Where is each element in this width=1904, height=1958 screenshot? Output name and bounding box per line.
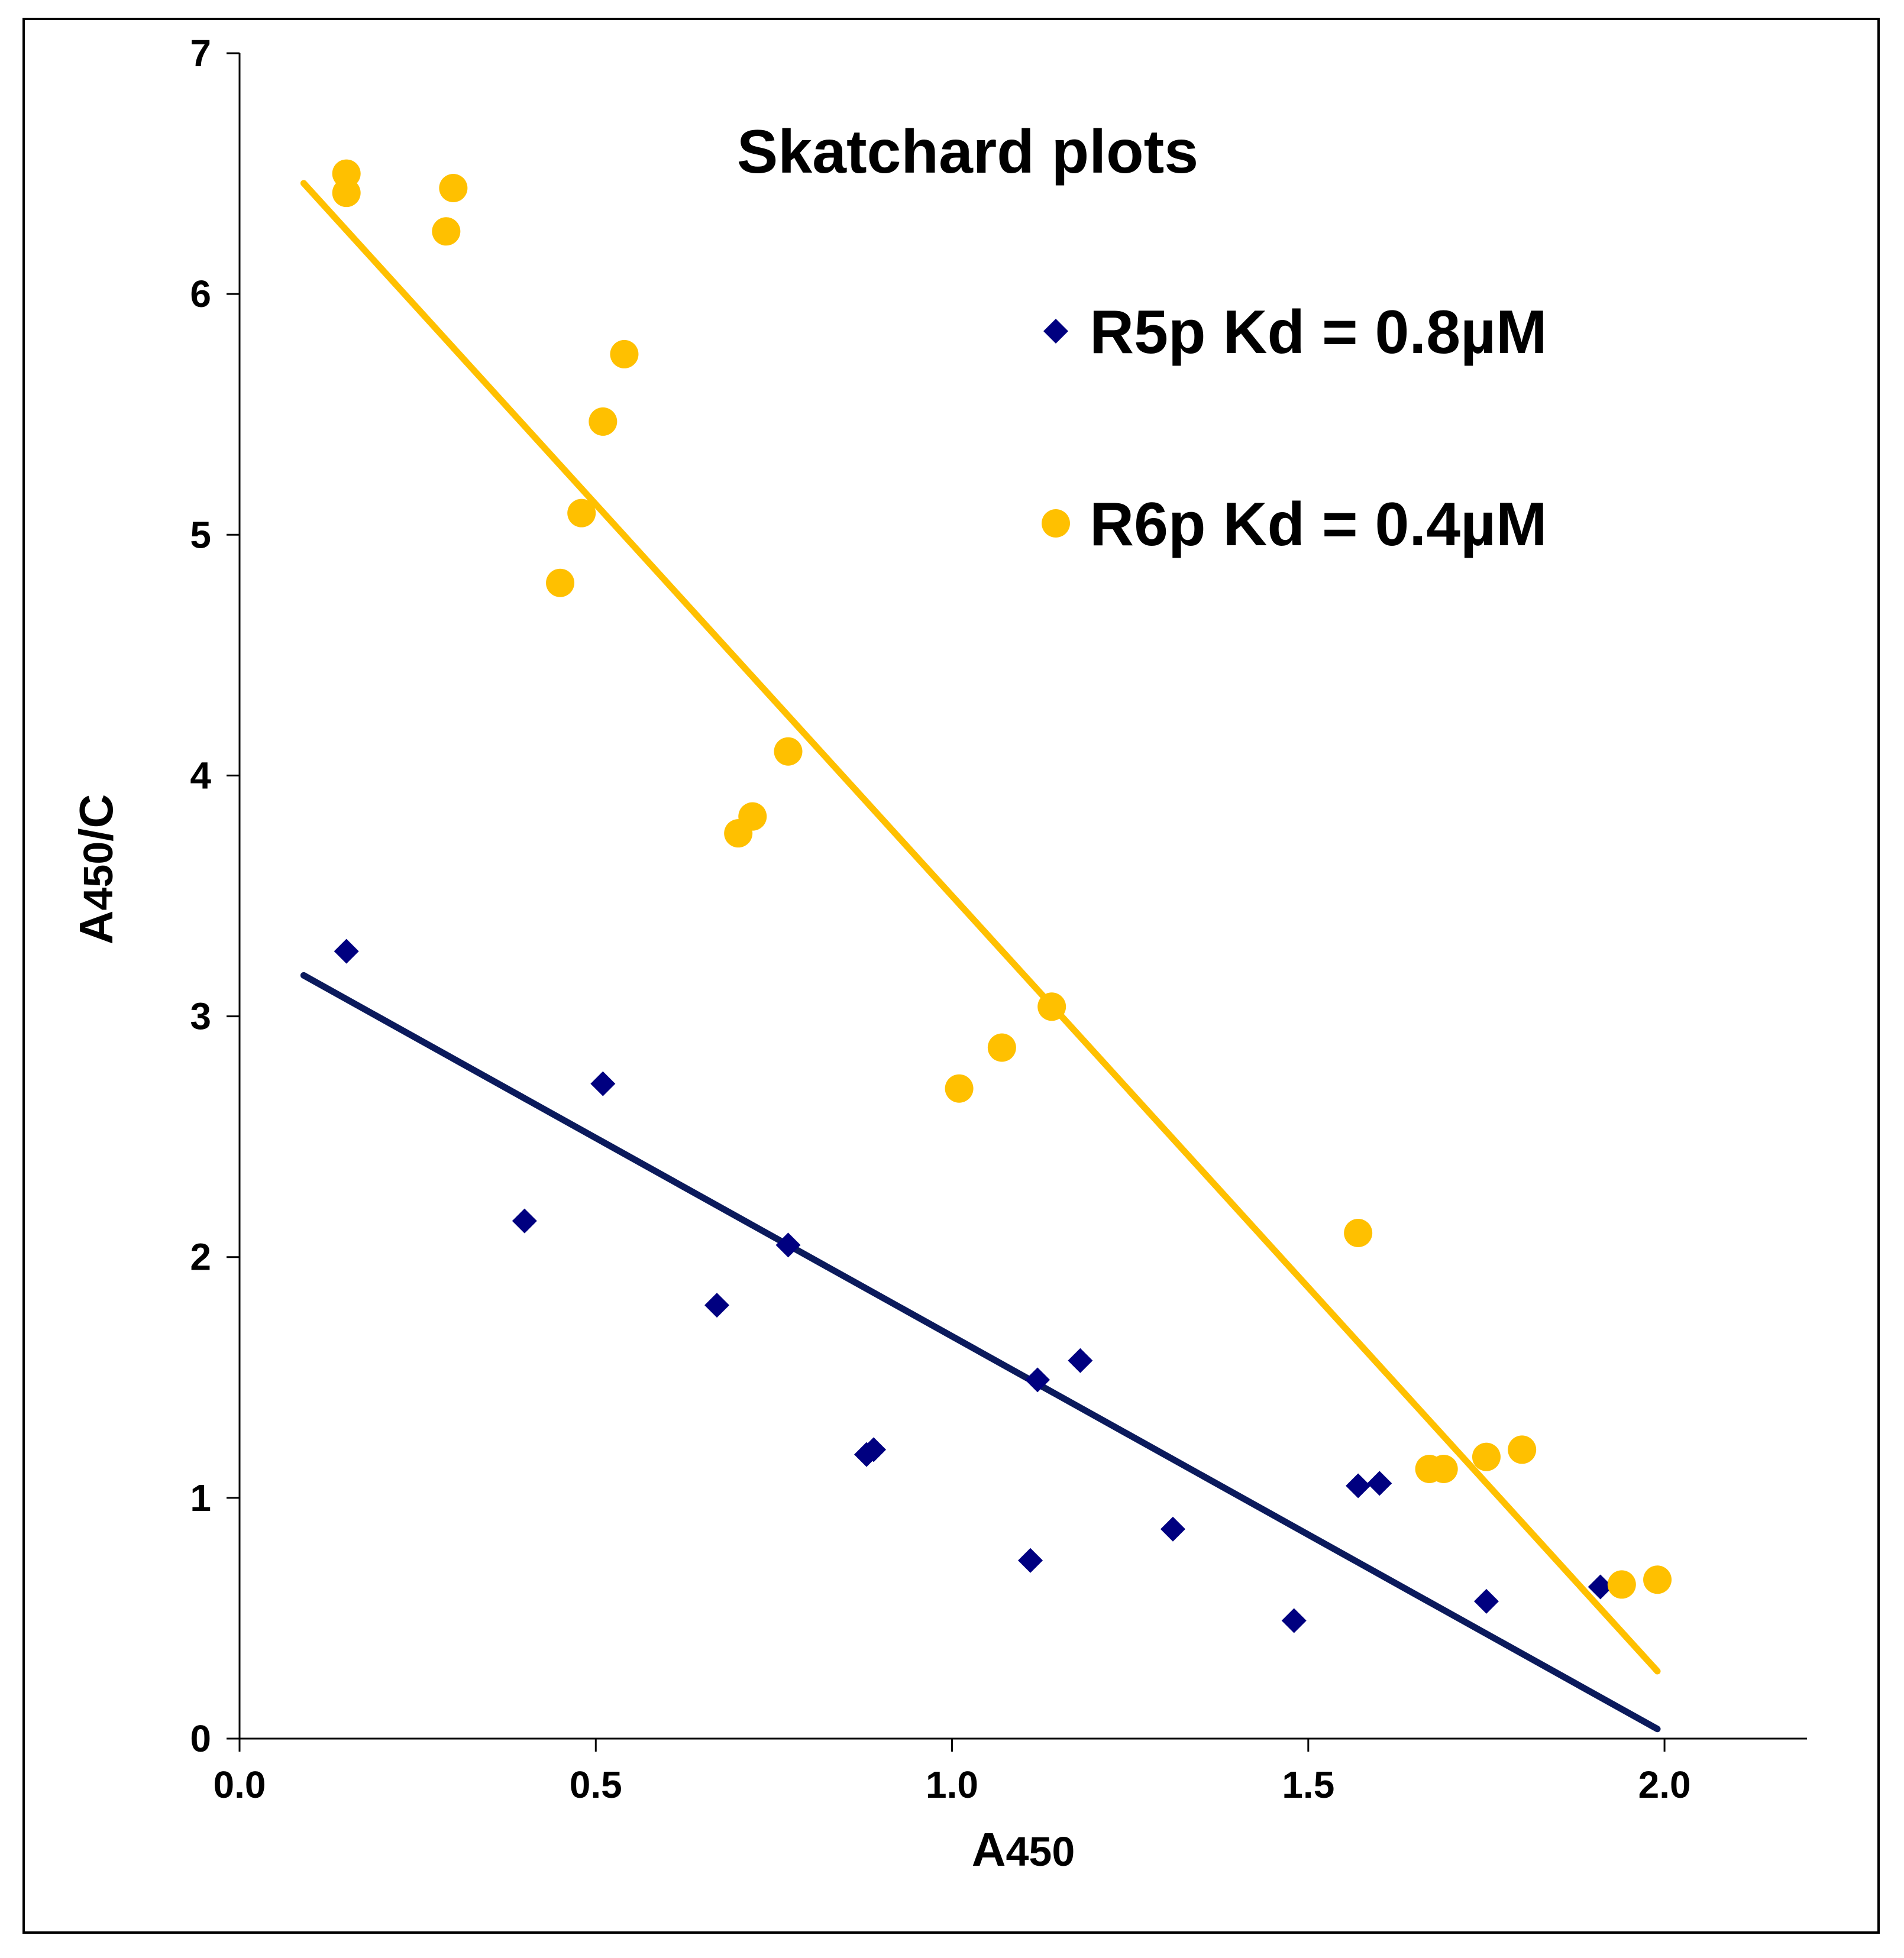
- y-tick-label: 1: [190, 1477, 211, 1519]
- trendline-r5p: [300, 972, 1661, 1733]
- legend: R5p Kd = 0.8µM R6p Kd = 0.4µM: [1042, 298, 1547, 559]
- point-r6p: [1344, 1219, 1373, 1247]
- legend-marker-r6p: [1042, 509, 1070, 538]
- chart-frame: [22, 18, 1880, 1934]
- point-r6p: [1607, 1570, 1636, 1599]
- axes: [238, 53, 1807, 1740]
- point-r5p: [1018, 1548, 1043, 1573]
- x-tick-label: 1.0: [926, 1763, 978, 1806]
- point-r6p: [439, 174, 468, 202]
- point-r6p: [738, 802, 767, 831]
- point-r6p: [589, 407, 618, 436]
- y-tick-label: 4: [190, 754, 211, 797]
- y-tick-label: 7: [190, 32, 211, 75]
- y-axis-title: A450/C: [70, 794, 122, 945]
- point-r6p: [945, 1074, 974, 1103]
- y-tick-label: 2: [190, 1236, 211, 1279]
- chart-title: Skatchard plots: [737, 118, 1198, 186]
- point-r6p: [432, 217, 461, 246]
- point-r5p: [590, 1071, 616, 1096]
- point-r6p: [1472, 1442, 1501, 1471]
- y-tick-label: 5: [190, 513, 211, 556]
- point-r5p: [861, 1437, 887, 1462]
- point-r5p: [1160, 1516, 1185, 1542]
- point-r5p: [1367, 1471, 1392, 1496]
- x-axis-ticks: 0.0 0.5 1.0 1.5 2.0: [214, 1739, 1691, 1806]
- point-r5p: [1068, 1348, 1093, 1373]
- point-r6p: [1508, 1435, 1537, 1464]
- y-axis-ticks: 0 1 2 3 4 5 6 7: [190, 32, 240, 1760]
- point-r5p: [1346, 1473, 1371, 1499]
- y-tick-label: 3: [190, 995, 211, 1038]
- point-r5p: [775, 1232, 801, 1258]
- point-r5p: [1473, 1588, 1499, 1614]
- x-tick-label: 0.0: [214, 1763, 266, 1806]
- x-tick-label: 2.0: [1638, 1763, 1691, 1806]
- point-r6p: [610, 339, 639, 368]
- point-r5p: [512, 1208, 537, 1234]
- point-r5p: [1281, 1608, 1307, 1633]
- y-axis-title-main: A: [70, 911, 122, 945]
- trendline-r6p: [300, 180, 1661, 1675]
- legend-label-r5p: R5p Kd = 0.8µM: [1090, 298, 1547, 367]
- y-axis-title-suffix: /C: [70, 794, 122, 842]
- y-axis-title-sub: 450: [75, 842, 121, 911]
- y-tick-label: 6: [190, 273, 211, 315]
- point-r6p: [546, 568, 575, 597]
- point-r6p: [1429, 1455, 1458, 1483]
- point-r6p: [1037, 992, 1066, 1021]
- x-axis-title: A450: [972, 1823, 1075, 1876]
- point-r5p: [704, 1293, 730, 1318]
- trendlines: [300, 180, 1661, 1733]
- x-tick-label: 1.5: [1282, 1763, 1334, 1806]
- x-axis-title-main: A: [972, 1823, 1006, 1876]
- point-r5p: [334, 938, 359, 964]
- legend-marker-r5p: [1043, 319, 1068, 344]
- y-tick-label: 0: [190, 1717, 211, 1760]
- point-r6p: [774, 737, 803, 766]
- point-r6p: [567, 499, 596, 527]
- legend-label-r6p: R6p Kd = 0.4µM: [1090, 490, 1547, 559]
- point-r5p: [1025, 1367, 1050, 1393]
- data-points: [332, 159, 1672, 1633]
- point-r6p: [987, 1033, 1016, 1062]
- point-r6p: [1643, 1565, 1672, 1594]
- x-axis-title-sub: 450: [1006, 1828, 1075, 1875]
- point-r6p: [332, 179, 361, 208]
- x-tick-label: 0.5: [570, 1763, 622, 1806]
- point-r5p: [1588, 1574, 1613, 1600]
